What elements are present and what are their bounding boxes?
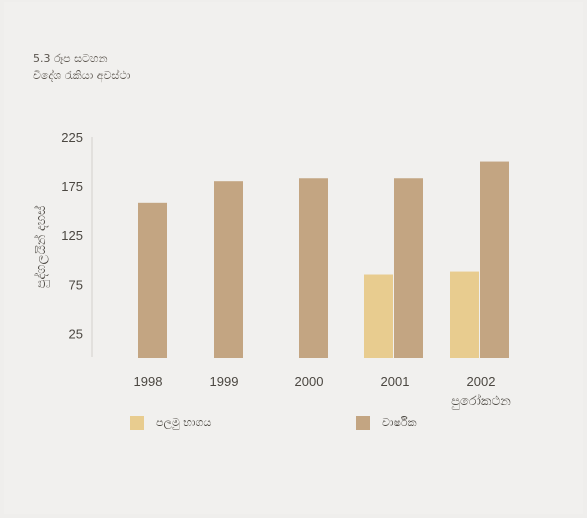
y-axis-title: පුද්ගලයින් දහස් bbox=[33, 206, 49, 289]
legend-item-first-half: පලමු භාගය bbox=[130, 416, 211, 430]
x-tick-label-2000: 2000 bbox=[295, 374, 324, 389]
bar-annual-1998 bbox=[138, 202, 167, 358]
chart-title: 5.3 රූප සටහන bbox=[33, 52, 108, 65]
bar-first-half-2001 bbox=[364, 274, 393, 358]
bar-annual-2000 bbox=[299, 178, 328, 358]
y-tick-labels: 25 75 125 175 225 bbox=[61, 130, 83, 341]
bar-first-half-2002 bbox=[450, 271, 479, 358]
x-tick-label-2002: 2002 bbox=[467, 374, 496, 389]
x-tick-sublabel-2002: පුරෝකථන bbox=[451, 393, 511, 409]
bar-annual-1999 bbox=[214, 181, 243, 358]
bar-annual-2001 bbox=[394, 178, 423, 358]
x-tick-label-1998: 1998 bbox=[134, 374, 163, 389]
legend-swatch-annual bbox=[356, 416, 370, 430]
y-axis-label-group: පුද්ගලයින් දහස් bbox=[33, 206, 49, 289]
bar-annual-2002 bbox=[480, 161, 509, 358]
chart-subtitle: විදේශ රැකියා අවස්ථා bbox=[33, 69, 131, 82]
legend-label-annual: වාර්ෂික bbox=[382, 416, 417, 429]
y-tick-label: 25 bbox=[69, 326, 83, 341]
legend-item-annual: වාර්ෂික bbox=[356, 416, 417, 430]
legend-label-first-half: පලමු භාගය bbox=[156, 416, 212, 429]
chart-title-block: 5.3 රූප සටහන විදේශ රැකියා අවස්ථා bbox=[33, 50, 130, 84]
x-tick-label-2001: 2001 bbox=[381, 374, 410, 389]
bars-group bbox=[138, 161, 509, 358]
y-tick-label: 175 bbox=[61, 179, 83, 194]
y-tick-label: 225 bbox=[61, 130, 83, 145]
x-tick-labels: 1998 1999 2000 2001 2002 පුරෝකථන bbox=[134, 374, 512, 409]
x-tick-label-1999: 1999 bbox=[210, 374, 239, 389]
y-tick-label: 75 bbox=[69, 277, 83, 292]
y-tick-label: 125 bbox=[61, 228, 83, 243]
legend-swatch-first-half bbox=[130, 416, 144, 430]
